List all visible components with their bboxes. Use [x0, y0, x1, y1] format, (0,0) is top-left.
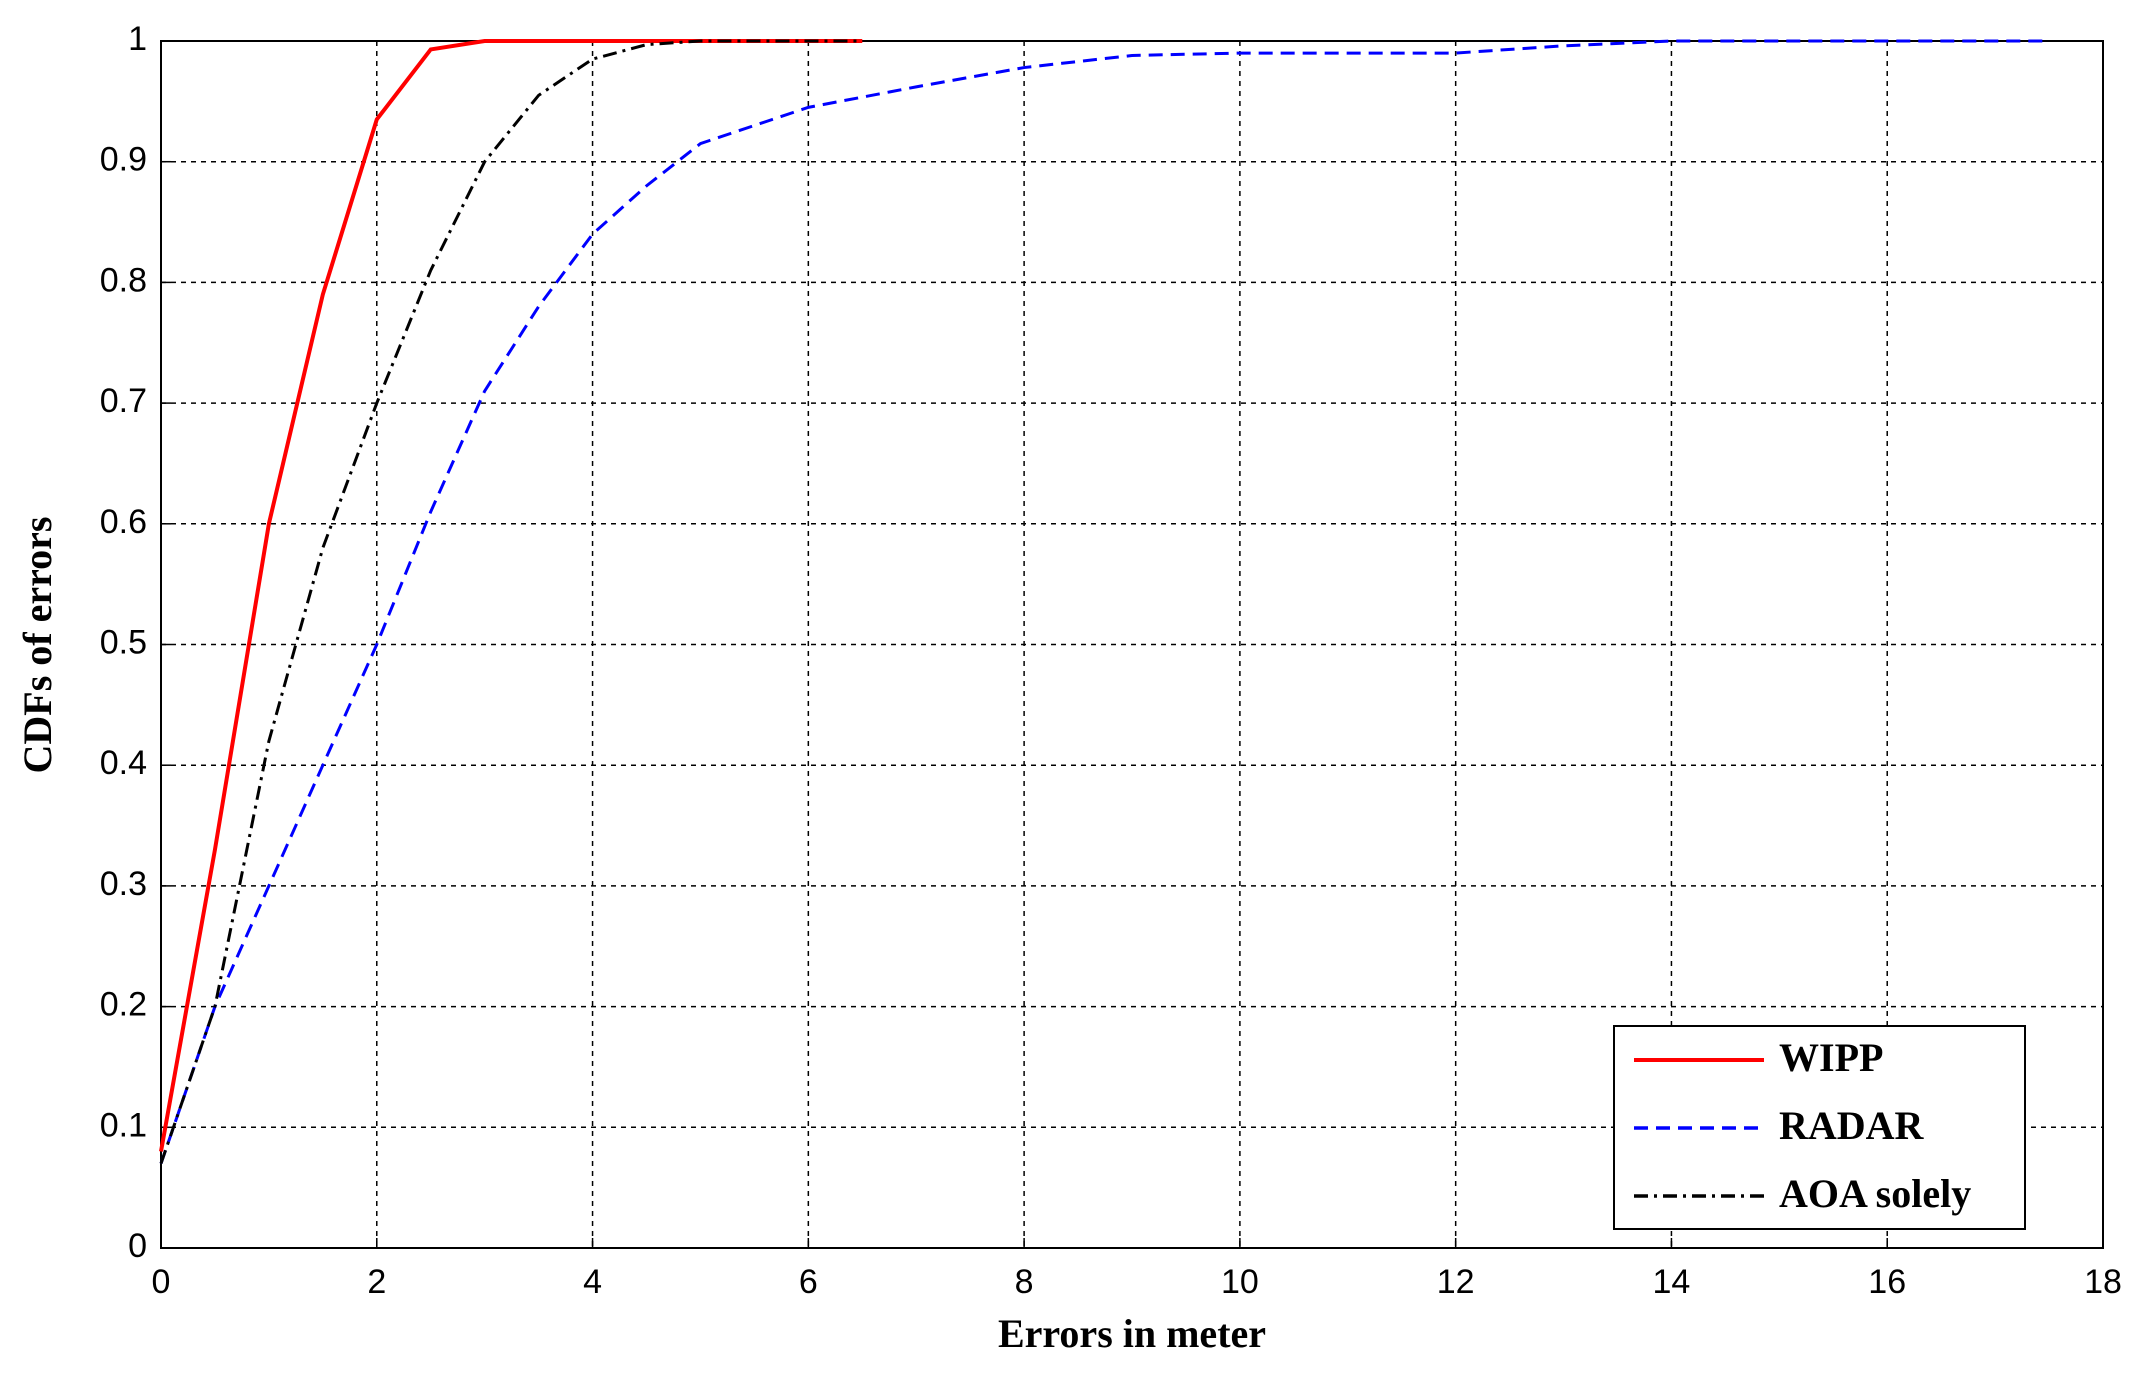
y-tick-label: 0.7 [100, 382, 147, 420]
x-tick-label: 6 [799, 1263, 818, 1301]
y-tick-label: 0.2 [100, 986, 147, 1024]
plot-frame [160, 40, 2104, 1249]
y-tick-label: 0.4 [100, 744, 147, 782]
y-tick-label: 0.3 [100, 865, 147, 903]
series-line [159, 39, 2050, 1164]
x-tick-label: 12 [1437, 1263, 1475, 1301]
y-tick-label: 1 [128, 20, 147, 58]
x-tick-label: 2 [367, 1263, 386, 1301]
y-axis-title: CDFs of errors [15, 517, 60, 774]
legend-label: AOA solely [1779, 1171, 1971, 1216]
x-tick-label: 4 [583, 1263, 602, 1301]
x-tick-label: 10 [1221, 1263, 1259, 1301]
y-tick-label: 0 [128, 1227, 147, 1265]
x-tick-label: 18 [2084, 1263, 2122, 1301]
series-line [159, 39, 863, 1152]
series-line [159, 39, 863, 1164]
y-tick-label: 0.1 [100, 1106, 147, 1144]
legend-label: WIPP [1779, 1035, 1883, 1080]
x-tick-label: 8 [1015, 1263, 1034, 1301]
legend-label: RADAR [1779, 1103, 1925, 1148]
y-tick-label: 0.8 [100, 261, 147, 299]
y-tick-label: 0.6 [100, 503, 147, 541]
x-tick-label: 16 [1868, 1263, 1906, 1301]
y-tick-label: 0.9 [100, 141, 147, 179]
x-tick-label: 14 [1653, 1263, 1691, 1301]
y-tick-label: 0.5 [100, 623, 147, 661]
x-tick-label: 0 [152, 1263, 171, 1301]
x-axis-title: Errors in meter [998, 1311, 1266, 1356]
